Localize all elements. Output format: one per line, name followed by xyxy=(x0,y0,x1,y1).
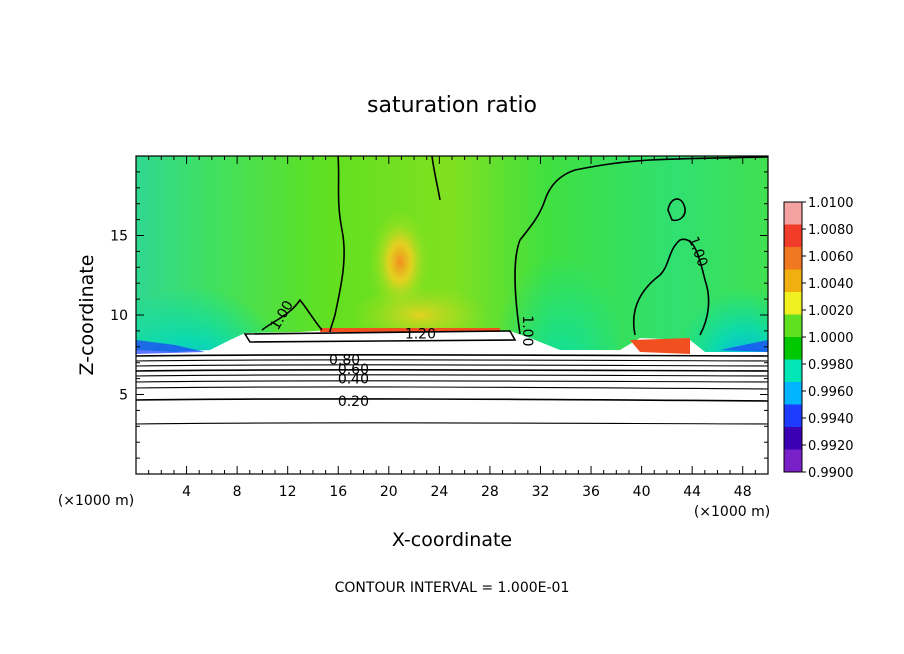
x-tick-label: 20 xyxy=(380,484,398,500)
contour-1.00-far-right xyxy=(633,238,710,336)
x-tick-label: 40 xyxy=(633,484,651,500)
dark-edge-left xyxy=(136,340,205,354)
y-tick-label: 15 xyxy=(110,229,128,245)
colorbar-swatch xyxy=(784,292,802,315)
y-tick-label: 10 xyxy=(110,308,128,324)
colorbar-label: 0.9920 xyxy=(808,439,854,454)
colorbar-swatch xyxy=(784,382,802,405)
colorbar-label: 1.0060 xyxy=(808,250,854,265)
contour-interval-footer: CONTOUR INTERVAL = 1.000E-01 xyxy=(335,580,570,596)
colorbar-swatch xyxy=(784,359,802,383)
x-tick-label: 32 xyxy=(532,484,550,500)
colorbar-label: 1.0020 xyxy=(808,304,854,319)
flat-contours xyxy=(136,354,768,425)
colorbar-label: 0.9960 xyxy=(808,385,854,400)
dark-edge-right xyxy=(720,340,768,352)
colorbar-label: 1.0100 xyxy=(808,196,854,211)
contour-1.00-right xyxy=(514,156,768,335)
cloud-boundary xyxy=(136,330,768,356)
colorbar-label: 0.9940 xyxy=(808,412,854,427)
x-tick-label: 12 xyxy=(279,484,297,500)
x-tick-label: 8 xyxy=(233,484,242,500)
colorbar-label: 0.9980 xyxy=(808,358,854,373)
x-unit-left: (×1000 m) xyxy=(58,493,134,509)
contour-labels: 1.200.800.600.400.201.001.001.00 xyxy=(268,234,711,410)
contour-label: 0.40 xyxy=(338,372,369,388)
y-axis-label: Z-coordinate xyxy=(76,255,98,376)
dry-lower-region xyxy=(136,354,768,474)
contour-label: 1.00 xyxy=(519,315,535,346)
colorbar-label: 0.9900 xyxy=(808,466,854,481)
colorbar-label: 1.0040 xyxy=(808,277,854,292)
x-tick-label: 16 xyxy=(329,484,347,500)
x-axis-label: X-coordinate xyxy=(392,529,512,551)
colorbar-swatch xyxy=(784,337,802,360)
colorbar-swatch xyxy=(784,269,802,293)
colorbar-swatch xyxy=(784,247,802,270)
colorbar-label: 1.0000 xyxy=(808,331,854,346)
y-tick-label: 5 xyxy=(119,388,128,404)
contour-1.00-center-right xyxy=(431,156,441,201)
contour-1.20 xyxy=(243,330,517,343)
chart-title: saturation ratio xyxy=(367,93,537,118)
colorbar-swatch xyxy=(784,314,802,338)
x-tick-label: 24 xyxy=(430,484,448,500)
colorbar-swatch xyxy=(784,449,802,473)
contour-label: 0.20 xyxy=(338,394,369,410)
colorbar-swatch xyxy=(784,427,802,450)
colorbar-swatch xyxy=(784,224,802,248)
x-unit-right: (×1000 m) xyxy=(694,504,770,520)
colorbar-label: 1.0080 xyxy=(808,223,854,238)
contour-label: 0.80 xyxy=(329,353,360,369)
heatmap-field xyxy=(136,156,768,474)
colorbar-swatch xyxy=(784,404,802,428)
contour-1.00-center xyxy=(329,156,345,333)
x-tick-label: 48 xyxy=(734,484,752,500)
colorbar-swatch xyxy=(784,202,802,225)
y-axis-ticks: 5 10 15 xyxy=(110,171,768,459)
x-tick-label: 4 xyxy=(182,484,191,500)
contour-1.00-left xyxy=(261,298,323,331)
x-tick-label: 44 xyxy=(683,484,701,500)
contour-label: 1.20 xyxy=(405,326,436,342)
contour-lines xyxy=(136,156,768,425)
colorbar: 1.0100 1.0080 1.0060 1.0040 1.0020 1.0000 0.99… xyxy=(783,196,854,481)
x-tick-label: 28 xyxy=(481,484,499,500)
x-axis-ticks: 4 8 12 16 20 24 28 32 36 40 44 48 xyxy=(148,156,756,500)
x-tick-label: 36 xyxy=(582,484,600,500)
warm-edge-right xyxy=(630,338,690,354)
contour-label: 0.60 xyxy=(338,362,369,378)
contour-1.00-loop xyxy=(667,198,686,222)
